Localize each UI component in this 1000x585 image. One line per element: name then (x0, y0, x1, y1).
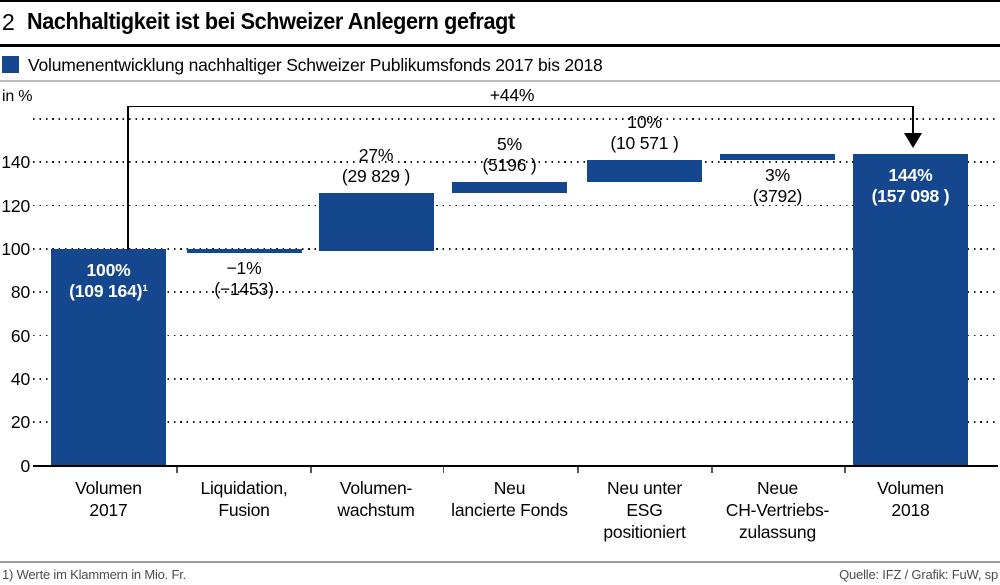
footnote: 1) Werte im Klammern in Mio. Fr. (2, 567, 187, 582)
gridline (33, 204, 998, 207)
y-tick-label: 0 (20, 455, 30, 476)
bar-mio-value-label: (29 829 ) (341, 165, 411, 186)
annotation-arrowhead (904, 133, 922, 148)
x-category-label-line: zulassung (738, 522, 816, 542)
figure-number: 2 (2, 9, 15, 35)
bar-mio-value-label: (157 098 ) (871, 185, 950, 206)
x-category-label-line: CH-Vertriebs- (725, 500, 830, 520)
top-rule (0, 0, 1000, 2)
x-axis-tick (844, 466, 846, 473)
x-category-label-line: Fusion (218, 500, 270, 520)
footer-rule (0, 561, 1000, 563)
x-category-label-line: ESG (626, 500, 663, 520)
x-category-label-line: 2017 (89, 500, 128, 520)
bar (587, 160, 702, 182)
legend-swatch (2, 56, 19, 73)
figure-title: Nachhaltigkeit ist bei Schweizer Anleger… (27, 8, 515, 34)
gridline (33, 378, 998, 380)
legend-rule (0, 80, 1000, 82)
y-tick-label: 20 (10, 412, 30, 433)
bar-percent-label: 10% (627, 112, 662, 132)
x-category-label: Neu unter ESG positioniert (570, 477, 720, 543)
annotation-line-horizontal (127, 105, 914, 108)
gridline (33, 118, 998, 120)
x-category-label: Volumen 2017 (34, 477, 184, 521)
y-tick-label: 140 (1, 152, 30, 173)
gridline (33, 421, 998, 423)
y-tick-label: 120 (1, 195, 30, 216)
bar-value-labels: 5% (5196 ) (430, 134, 590, 176)
x-axis-tick (176, 466, 178, 473)
gridline (33, 334, 998, 337)
annotation-arrow-shaft (912, 105, 914, 134)
gridline (33, 248, 998, 250)
x-category-label-line: positioniert (603, 522, 686, 542)
bar-value-labels: −1% (−1453) (164, 258, 324, 300)
x-category-label: Neue CH-Vertriebs-zulassung (703, 477, 853, 543)
legend-label: Volumenentwicklung nachhaltiger Schweize… (28, 55, 603, 75)
bar (720, 153, 835, 160)
bar (51, 248, 166, 466)
bar-mio-value-label: (10 571 ) (610, 133, 679, 153)
bar-percent-label: −1% (226, 257, 262, 278)
x-category-label-line: Volumen (877, 478, 944, 498)
x-axis-tick (577, 466, 579, 473)
bar-value-labels: 3% (3792) (698, 165, 858, 207)
bar-value-labels: 27% (29 829 ) (296, 145, 456, 187)
x-category-label-line: Liquidation, (200, 478, 288, 498)
title-rule (0, 44, 1000, 47)
annotation-label: +44% (489, 85, 535, 105)
x-axis-tick (310, 466, 312, 473)
annotation-line-vertical (127, 105, 129, 250)
x-category-label-line: Volumen- (339, 478, 413, 498)
x-category-label-line: Neue (756, 478, 799, 498)
source-credit: Quelle: IFZ / Grafik: FuW, sp (839, 567, 998, 582)
x-category-label: Liquidation, Fusion (169, 477, 319, 521)
bar-percent-label: 27% (358, 144, 394, 165)
x-category-label: Volumen 2018 (836, 477, 986, 521)
x-axis-baseline (33, 464, 998, 467)
y-tick-label: 100 (1, 238, 30, 259)
gridline (33, 161, 998, 163)
bar-percent-label: 144% (888, 164, 933, 185)
bar-mio-value-label: (5196 ) (482, 154, 537, 175)
bar-value-labels: 10% (10 571 ) (565, 112, 725, 154)
bar-percent-label: 5% (497, 133, 522, 154)
y-tick-label: 80 (10, 282, 30, 303)
x-category-label: Volumen-wachstum (301, 477, 451, 521)
x-category-label-line: 2018 (891, 500, 930, 520)
x-category-label-line: Volumen (75, 478, 142, 498)
y-axis-unit-label: in % (2, 88, 33, 105)
gridline (33, 291, 998, 293)
bar-value-labels: 144% (157 098 ) (831, 165, 991, 207)
x-axis-tick (711, 466, 713, 473)
bar-mio-value-label: (109 164)¹ (69, 280, 148, 301)
y-tick-label: 60 (10, 325, 30, 346)
x-category-label: Neu lancierte Fonds (435, 477, 585, 521)
x-category-label-line: wachstum (337, 500, 415, 520)
x-category-label-line: Neu unter (606, 478, 683, 498)
bar (186, 248, 302, 253)
bar-value-labels: 100% (109 164)¹ (29, 260, 189, 302)
x-category-label-line: lancierte Fonds (451, 500, 568, 520)
x-category-label-line: Neu (493, 478, 526, 498)
bar-percent-label: 3% (765, 165, 790, 185)
bar-percent-label: 100% (86, 259, 131, 280)
bar (452, 181, 567, 193)
bar-mio-value-label: (3792) (752, 186, 803, 206)
bar (318, 192, 434, 251)
bar-mio-value-label: (−1453) (214, 278, 274, 299)
y-tick-label: 40 (10, 368, 30, 389)
x-axis-tick (442, 466, 445, 473)
bar (853, 153, 968, 466)
